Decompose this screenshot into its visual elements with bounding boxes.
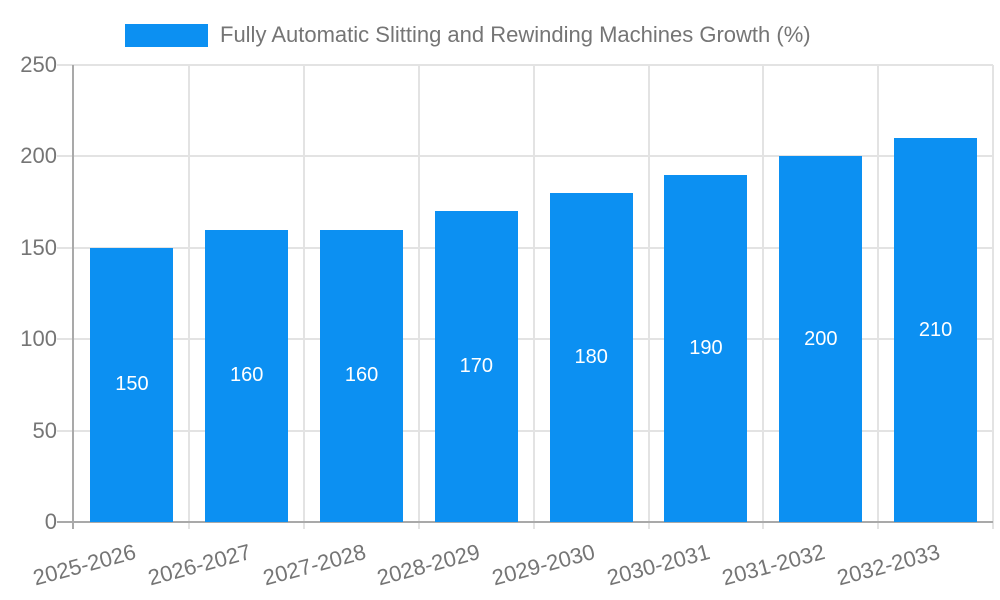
x-gridline [417, 65, 420, 529]
y-tick-label: 50 [32, 417, 57, 443]
bar-value-label: 180 [574, 345, 608, 368]
y-gridline [57, 155, 993, 158]
x-gridline [992, 65, 994, 529]
bar[interactable]: 150 [90, 247, 174, 522]
bar[interactable]: 160 [320, 229, 404, 522]
legend-swatch [125, 23, 208, 47]
x-gridline [647, 65, 650, 529]
y-tick-label: 250 [20, 52, 57, 77]
x-axis-baseline [57, 521, 993, 523]
x-gridline [762, 65, 765, 529]
y-tick-label: 100 [20, 326, 57, 352]
y-gridline [57, 429, 993, 432]
bar[interactable]: 160 [205, 229, 289, 522]
y-tick-label: 0 [44, 509, 57, 534]
chart-title: Fully Automatic Slitting and Rewinding M… [220, 22, 811, 47]
y-axis-line [72, 65, 74, 529]
y-gridline [57, 246, 993, 249]
bar-value-label: 170 [459, 355, 494, 378]
bar-value-label: 190 [689, 336, 723, 359]
bar-value-label: 200 [804, 327, 838, 350]
legend[interactable]: Fully Automatic Slitting and Rewinding M… [125, 22, 811, 48]
bar[interactable]: 180 [549, 192, 633, 522]
x-gridline [532, 65, 535, 529]
bar[interactable]: 190 [664, 174, 748, 522]
bar[interactable]: 170 [434, 211, 518, 522]
bar[interactable]: 210 [894, 138, 978, 522]
bar-value-label: 160 [344, 364, 379, 387]
bar-value-label: 150 [115, 373, 149, 396]
y-gridline [57, 64, 993, 66]
bar-value-label: 210 [918, 318, 953, 341]
y-gridline [57, 338, 993, 341]
x-gridline [877, 65, 880, 529]
y-tick-label: 150 [20, 234, 57, 260]
bar[interactable]: 200 [779, 156, 863, 522]
bar-value-label: 160 [230, 364, 264, 387]
x-gridline [303, 65, 306, 529]
x-gridline [188, 65, 191, 529]
y-tick-label: 200 [20, 143, 57, 169]
